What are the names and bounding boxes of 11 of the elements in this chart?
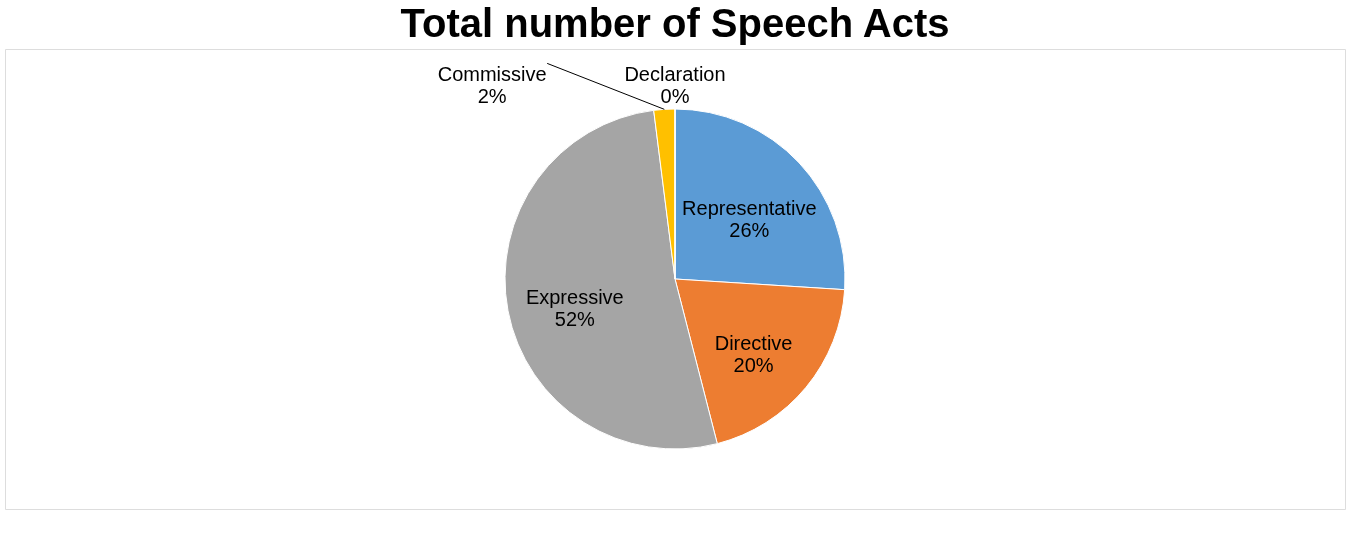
slice-label: Commissive — [437, 63, 547, 86]
text: 0% — [660, 85, 690, 107]
data-label: 20% — [733, 354, 774, 377]
data-label: 26% — [729, 219, 770, 242]
slice-label: Representative — [682, 197, 817, 220]
slice-label: Expressive — [525, 286, 624, 309]
slice-label: Directive — [714, 332, 793, 355]
data-label: 52% — [554, 308, 596, 331]
category-label: Declaration — [624, 63, 726, 85]
data-label: 2% — [477, 85, 507, 108]
chart-title: Total number of Speech Acts — [400, 1, 950, 45]
